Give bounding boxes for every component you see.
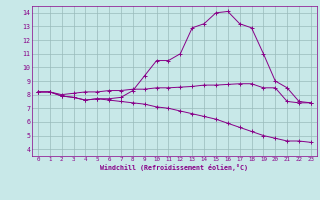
X-axis label: Windchill (Refroidissement éolien,°C): Windchill (Refroidissement éolien,°C) bbox=[100, 164, 248, 171]
